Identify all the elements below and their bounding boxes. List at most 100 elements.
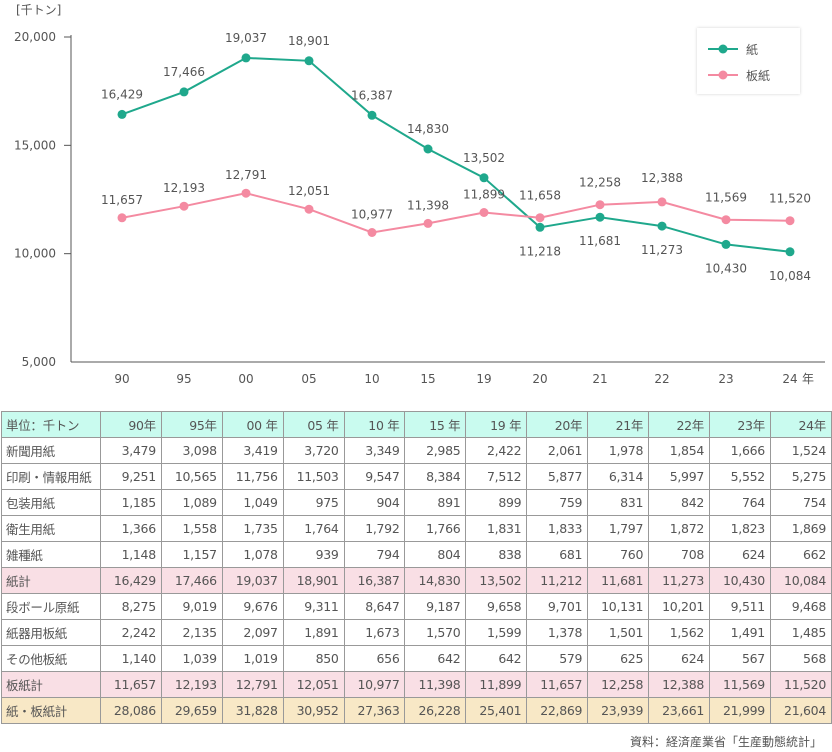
table-row: 段ボール原紙 8,275 9,019 9,676 9,311 8,647 9,187 9,65… — [1, 593, 832, 620]
table-cell: 22年 — [648, 411, 711, 438]
data-point — [535, 222, 545, 232]
table-cell: 708 — [648, 541, 711, 568]
table-cell: 1,157 — [160, 541, 223, 568]
data-label: 10,977 — [351, 207, 393, 221]
table-cell: 1,854 — [648, 437, 711, 464]
table-cell: 21,999 — [709, 697, 771, 724]
x-tick-label: 22 — [654, 372, 669, 386]
table-cell: 1,891 — [282, 619, 345, 646]
table-cell: 8,384 — [404, 463, 467, 490]
table-cell: 899 — [465, 489, 528, 516]
y-tick-label: 15,000 — [14, 138, 56, 152]
table-cell: 1,823 — [709, 515, 771, 542]
table-cell: 21年 — [587, 411, 650, 438]
data-point — [595, 212, 605, 222]
table-cell: 1,673 — [343, 619, 406, 646]
table-cell: 1,491 — [709, 619, 771, 646]
table-cell: 05 年 — [282, 411, 345, 438]
data-label: 12,051 — [288, 184, 330, 198]
x-tick-label: 15 — [420, 372, 435, 386]
table-cell: 3,349 — [343, 437, 406, 464]
table-cell: 9,251 — [99, 463, 162, 490]
row-label: 雑種紙 — [1, 541, 101, 568]
table-cell: 8,275 — [99, 593, 162, 620]
data-point — [535, 213, 545, 223]
row-label: 紙器用板紙 — [1, 619, 101, 646]
x-tick-label: 05 — [301, 372, 316, 386]
table-cell: 1,558 — [160, 515, 223, 542]
table-cell: 26,228 — [404, 697, 467, 724]
table-cell: 1,792 — [343, 515, 406, 542]
table-cell: 759 — [526, 489, 589, 516]
table-cell: 656 — [343, 645, 406, 672]
table-cell: 939 — [282, 541, 345, 568]
data-label: 12,258 — [579, 176, 621, 190]
table-cell: 842 — [648, 489, 711, 516]
table-cell: 804 — [404, 541, 467, 568]
row-label: 段ボール原紙 — [1, 593, 101, 620]
data-label: 10,430 — [705, 261, 747, 275]
row-label: 衛生用紙 — [1, 515, 101, 542]
data-label: 18,901 — [288, 34, 330, 48]
source-note: 資料：経済産業省「生産動態統計」 — [629, 735, 822, 749]
table-cell: 24年 — [769, 411, 832, 438]
table-cell: 5,275 — [769, 463, 832, 490]
table-cell: 16,429 — [99, 567, 162, 594]
x-tick-label: 24 — [782, 372, 797, 386]
table-cell: 12,193 — [160, 671, 223, 698]
table-cell: 9,701 — [526, 593, 589, 620]
y-tick-label: 5,000 — [22, 355, 56, 369]
data-label: 19,037 — [225, 31, 267, 45]
data-label: 11,899 — [463, 188, 505, 202]
table-cell: 9,547 — [343, 463, 406, 490]
data-label: 11,218 — [519, 244, 561, 258]
table-cell: 1,039 — [160, 645, 223, 672]
table-cell: 11,569 — [709, 671, 771, 698]
row-label: 印刷・情報用紙 — [1, 463, 101, 490]
table-cell: 10,201 — [648, 593, 711, 620]
table-cell: 29,659 — [160, 697, 223, 724]
data-point — [117, 109, 127, 119]
table-cell: 6,314 — [587, 463, 650, 490]
data-point — [595, 200, 605, 210]
table-cell: 1,140 — [99, 645, 162, 672]
data-label: 11,569 — [705, 191, 747, 205]
data-point — [721, 215, 731, 225]
table-cell: 1,089 — [160, 489, 223, 516]
table-cell: 1,485 — [769, 619, 832, 646]
table-cell: 27,363 — [343, 697, 406, 724]
legend-item-paperboard: 板紙 — [697, 66, 800, 84]
series-line-0 — [121, 56, 791, 253]
table-cell: 831 — [587, 489, 650, 516]
row-label: 紙・板紙計 — [1, 697, 101, 724]
table-cell: 10,430 — [709, 567, 771, 594]
table-cell: 1,378 — [526, 619, 589, 646]
table-row: 衛生用紙 1,366 1,558 1,735 1,764 1,792 1,766 1,831 1… — [1, 515, 832, 542]
table-row: 包装用紙 1,185 1,089 1,049 975 904 891 899 759 831 842… — [1, 489, 832, 516]
data-point — [479, 173, 489, 183]
table-cell: 00 年 — [221, 411, 284, 438]
table-cell: 2,097 — [221, 619, 284, 646]
table-cell: 1,833 — [526, 515, 589, 542]
table-cell: 1,766 — [404, 515, 467, 542]
table-cell: 568 — [769, 645, 832, 672]
table-cell: 16,387 — [343, 567, 406, 594]
data-point — [423, 144, 433, 154]
data-point — [304, 204, 314, 214]
table-cell: 891 — [404, 489, 467, 516]
data-label: 12,193 — [163, 181, 205, 195]
table-cell: 3,098 — [160, 437, 223, 464]
data-label: 13,502 — [463, 151, 505, 165]
table-cell: 17,466 — [160, 567, 223, 594]
table-cell: 15 年 — [404, 411, 467, 438]
table-cell: 12,388 — [648, 671, 711, 698]
legend: 紙 板紙 — [697, 28, 800, 94]
x-tick-label: 21 — [592, 372, 607, 386]
table-cell: 1,019 — [221, 645, 284, 672]
row-label: 単位：千トン — [1, 411, 101, 438]
table-cell: 2,135 — [160, 619, 223, 646]
table-cell: 624 — [648, 645, 711, 672]
legend-label-paperboard: 板紙 — [746, 69, 771, 83]
data-point — [785, 247, 795, 257]
table-cell: 10 年 — [343, 411, 406, 438]
